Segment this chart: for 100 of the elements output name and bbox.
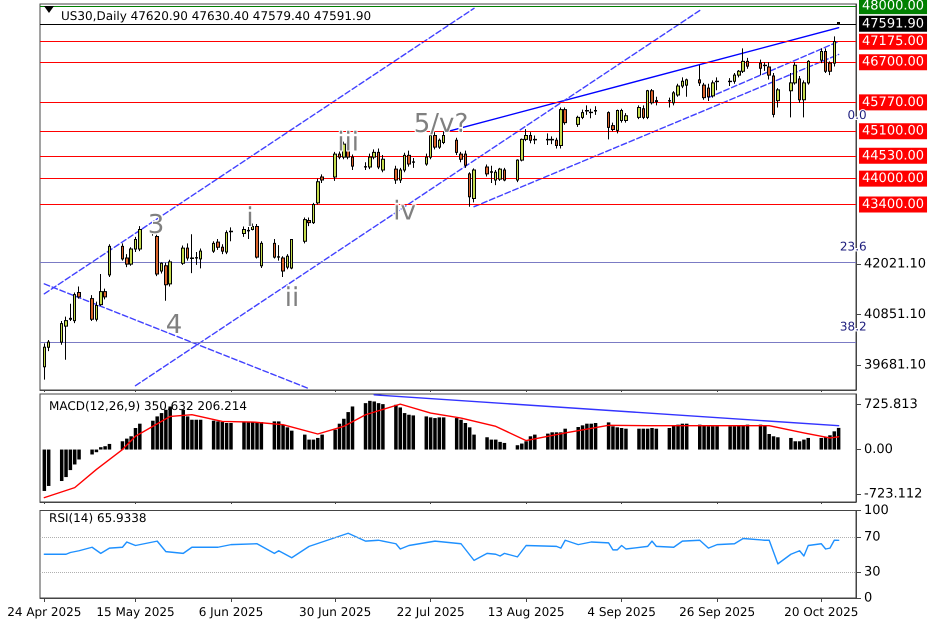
- bar: [103, 446, 107, 450]
- candlestick: [199, 248, 202, 269]
- bar: [364, 403, 368, 450]
- candlestick: [333, 151, 337, 182]
- bar: [381, 404, 385, 450]
- bar: [820, 438, 824, 450]
- bar: [580, 425, 584, 450]
- bar: [706, 426, 710, 450]
- bar: [554, 432, 558, 450]
- ref-line-label: 48000.00: [862, 0, 924, 14]
- bar: [611, 426, 615, 450]
- bar: [303, 434, 307, 450]
- candlestick: [685, 78, 688, 98]
- bar: [758, 424, 762, 450]
- candlestick: [698, 64, 701, 86]
- bar: [407, 414, 411, 450]
- candlestick: [216, 238, 220, 250]
- x-tick-label: 6 Jun 2025: [198, 605, 264, 619]
- bar: [320, 434, 324, 450]
- bar: [433, 418, 437, 450]
- bar: [216, 421, 220, 450]
- candlestick: [533, 135, 537, 145]
- candlestick: [711, 80, 715, 98]
- chart-title: US30,Daily 47620.90 47630.40 47579.40 47591.90: [61, 9, 372, 23]
- bar: [715, 426, 719, 450]
- candlestick: [303, 216, 307, 244]
- bar: [676, 424, 680, 450]
- ref-line-label: 44530.00: [862, 148, 924, 164]
- bar: [802, 440, 806, 450]
- candlestick: [594, 106, 597, 116]
- ref-line-label: 47591.90: [862, 16, 924, 32]
- candlestick: [90, 294, 94, 322]
- bar: [680, 424, 684, 450]
- bar: [224, 423, 228, 450]
- bar: [772, 436, 776, 450]
- bar: [108, 444, 112, 450]
- bar: [732, 426, 736, 450]
- bar: [702, 426, 706, 450]
- y-tick-label: 39681.10: [864, 357, 926, 372]
- candlestick: [368, 153, 372, 170]
- y-tick-label: 42021.10: [864, 256, 926, 272]
- candlestick: [767, 62, 771, 80]
- bar: [763, 426, 767, 450]
- candlestick: [559, 107, 563, 149]
- y-tick-label: 40851.10: [864, 306, 926, 322]
- bar: [594, 423, 598, 450]
- y-tick-label: 0.00: [864, 442, 893, 458]
- x-tick-label: 20 Oct 2025: [784, 605, 858, 619]
- bar: [42, 450, 46, 491]
- bar: [394, 404, 398, 450]
- bar: [424, 416, 428, 450]
- bar: [229, 423, 233, 450]
- chart-title: RSI(14) 65.9338: [49, 511, 147, 525]
- x-tick-label: 13 Aug 2025: [488, 605, 565, 619]
- candlestick: [585, 104, 589, 116]
- y-tick-label: 100: [864, 503, 889, 518]
- bar: [490, 440, 494, 450]
- candlestick: [190, 234, 194, 274]
- bar: [798, 441, 802, 450]
- bar: [272, 421, 276, 450]
- bar: [789, 438, 793, 450]
- bar: [728, 426, 732, 450]
- x-tick-label: 24 Apr 2025: [7, 605, 82, 619]
- x-tick-label: 4 Sep 2025: [587, 605, 656, 619]
- candlestick: [273, 238, 276, 259]
- y-tick-label: 30: [864, 564, 881, 580]
- bar: [746, 424, 750, 450]
- bar: [312, 440, 316, 450]
- candlestick: [64, 316, 68, 360]
- ref-line-label: 47175.00: [862, 34, 924, 50]
- bar: [498, 442, 502, 450]
- annotation: 4: [166, 310, 182, 340]
- x-tick-label: 30 Jun 2025: [299, 605, 372, 619]
- bar: [190, 420, 194, 450]
- candlestick: [316, 178, 320, 206]
- ref-line-label: 43400.00: [862, 197, 924, 212]
- bar: [563, 428, 567, 450]
- bar: [94, 450, 98, 452]
- bar: [160, 413, 164, 450]
- bar: [442, 417, 446, 450]
- candlestick: [242, 226, 246, 238]
- candlestick: [225, 230, 228, 255]
- candlestick: [108, 244, 111, 278]
- bar: [90, 450, 94, 454]
- x-tick-label: 15 May 2025: [96, 605, 175, 619]
- bar: [64, 450, 68, 478]
- text: MACD(12,26,9) 350.632 206.214: [49, 399, 248, 413]
- bar: [428, 417, 432, 450]
- bar: [741, 426, 745, 450]
- annotation: i: [246, 203, 254, 233]
- ref-line-label: 45100.00: [862, 124, 924, 139]
- bar: [281, 424, 285, 450]
- annotation: iv: [393, 196, 416, 226]
- y-tick-label: 725.813: [864, 397, 918, 412]
- bar: [260, 422, 264, 450]
- y-tick-label: 70: [864, 529, 881, 544]
- ref-line-label: 46700.00: [862, 54, 924, 70]
- bar: [459, 420, 463, 450]
- candlestick: [472, 168, 476, 203]
- bar: [290, 430, 294, 450]
